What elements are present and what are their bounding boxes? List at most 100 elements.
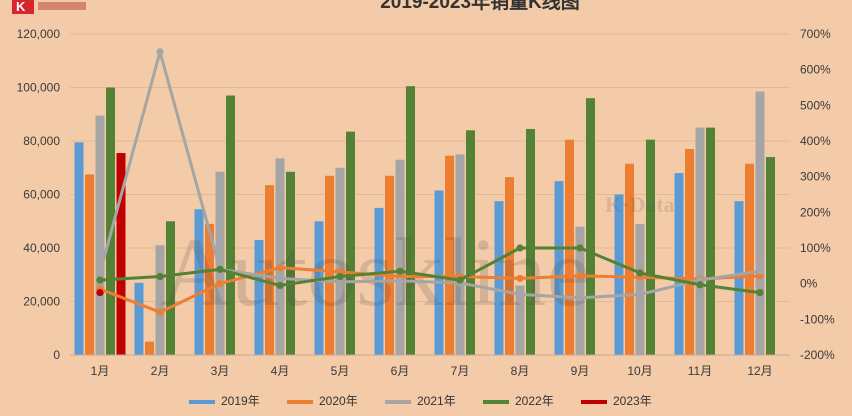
y-right-tick-label: -200% xyxy=(800,348,835,362)
growth-line-2022年 xyxy=(98,246,762,295)
bar-2022年 xyxy=(406,86,415,355)
growth-point-2021年 xyxy=(156,48,164,56)
legend-label: 2023年 xyxy=(613,394,652,408)
logo-box xyxy=(12,0,34,14)
legend-swatch xyxy=(483,400,509,404)
growth-line-2021年 xyxy=(98,50,762,300)
x-tick-label: 4月 xyxy=(271,364,290,378)
growth-point-2022年 xyxy=(696,281,704,289)
y-right-tick-label: 300% xyxy=(800,170,831,184)
bar-2021年 xyxy=(335,167,345,355)
growth-point-2020年 xyxy=(576,272,584,280)
bar-2020年 xyxy=(685,149,694,355)
y-right-tick-label: 700% xyxy=(800,27,831,41)
watermark: Autoskline K·Data xyxy=(160,192,675,327)
y-right-tick-label: -100% xyxy=(800,312,835,326)
x-tick-label: 12月 xyxy=(747,364,772,378)
y-left-tick-label: 20,000 xyxy=(23,295,60,309)
x-tick-label: 2月 xyxy=(151,364,170,378)
bar-2019年 xyxy=(314,221,324,355)
legend: 2019年 2020年 2021年 2022年 2023年 xyxy=(189,394,652,408)
growth-point-2021年 xyxy=(636,290,644,298)
bar-2021年 xyxy=(515,285,525,355)
logo: K xyxy=(12,0,86,14)
x-tick-label: 5月 xyxy=(331,364,350,378)
growth-point-2022年 xyxy=(156,272,164,281)
growth-point-2020年 xyxy=(516,274,524,282)
bar-2023年 xyxy=(116,153,126,355)
legend-label: 2020年 xyxy=(319,394,358,408)
watermark-sub: K·Data xyxy=(605,192,675,217)
bar-2022年 xyxy=(346,131,355,355)
logo-wordmark xyxy=(38,2,86,10)
y-left-tick-label: 100,000 xyxy=(17,81,61,95)
bar-2019年 xyxy=(554,181,564,355)
x-tick-label: 1月 xyxy=(91,364,110,378)
growth-point-2022年 xyxy=(576,244,584,252)
bar-2019年 xyxy=(434,190,444,355)
bar-2021年 xyxy=(695,127,705,355)
growth-point-2021年 xyxy=(336,278,344,286)
x-tick-label: 6月 xyxy=(391,364,410,378)
y-right-tick-label: 500% xyxy=(800,98,831,112)
y-right-tick-label: 100% xyxy=(800,241,831,255)
y-right-tick-label: 200% xyxy=(800,205,831,219)
bar-2022年 xyxy=(586,98,595,355)
bar-2021年 xyxy=(275,158,285,355)
growth-point-2022年 xyxy=(756,288,764,297)
bar-2020年 xyxy=(745,163,754,355)
bar-2021年 xyxy=(95,115,105,356)
bar-2020年 xyxy=(145,341,154,355)
growth-point-2020年 xyxy=(156,308,164,316)
growth-point-2022年 xyxy=(276,281,284,290)
bar-2019年 xyxy=(674,173,684,355)
bar-2019年 xyxy=(134,282,144,355)
gridlines xyxy=(70,33,790,356)
bar-2022年 xyxy=(466,130,475,355)
y-left-tick-label: 60,000 xyxy=(23,188,60,202)
x-axis: 1月 2月 3月 4月 5月 6月 7月 8月 9月 10月 11月 12月 xyxy=(91,364,773,378)
y-right-tick-label: 0% xyxy=(800,277,818,291)
growth-point-2021年 xyxy=(276,274,284,282)
bar-2022年 xyxy=(646,139,655,355)
y-axis-right: -200% -100% 0% 100% 200% 300% 400% 500% 600% 700% xyxy=(800,27,835,362)
y-left-tick-label: 80,000 xyxy=(23,134,60,148)
x-tick-label: 10月 xyxy=(627,364,652,378)
bar-2019年 xyxy=(614,194,624,355)
legend-label: 2021年 xyxy=(417,394,456,408)
bar-2022年 xyxy=(766,157,775,355)
growth-point-2022年 xyxy=(336,272,344,281)
bar-2021年 xyxy=(455,154,465,355)
logo-letter: K xyxy=(16,0,26,14)
bar-2021年 xyxy=(215,171,225,355)
growth-point-2021年 xyxy=(96,269,104,277)
legend-swatch xyxy=(385,400,411,404)
x-tick-label: 11月 xyxy=(688,364,712,378)
bar-2022年 xyxy=(286,171,295,355)
legend-swatch xyxy=(287,400,313,404)
chart-title: 2019-2023年销量K线图 xyxy=(380,0,580,13)
bar-2022年 xyxy=(526,128,535,355)
bar-2019年 xyxy=(254,239,264,355)
growth-lines-layer xyxy=(96,48,764,316)
y-right-tick-label: 400% xyxy=(800,134,831,148)
bar-2022年 xyxy=(166,221,175,355)
x-tick-label: 9月 xyxy=(571,364,590,378)
bar-2021年 xyxy=(575,226,585,355)
bar-2021年 xyxy=(755,91,765,355)
growth-point-2022年 xyxy=(636,269,644,277)
legend-label: 2022年 xyxy=(515,394,554,408)
growth-point-2021年 xyxy=(756,267,764,275)
bar-2020年 xyxy=(385,175,394,355)
y-left-tick-label: 0 xyxy=(53,348,60,362)
growth-point-2022年 xyxy=(96,276,104,284)
growth-point-2020年 xyxy=(276,264,284,272)
legend-label: 2019年 xyxy=(221,394,260,408)
bar-2019年 xyxy=(74,142,84,355)
bar-2021年 xyxy=(395,159,405,355)
bar-2022年 xyxy=(226,95,235,356)
bar-2021年 xyxy=(635,223,645,355)
x-tick-label: 8月 xyxy=(511,364,530,378)
x-tick-label: 7月 xyxy=(451,364,470,378)
